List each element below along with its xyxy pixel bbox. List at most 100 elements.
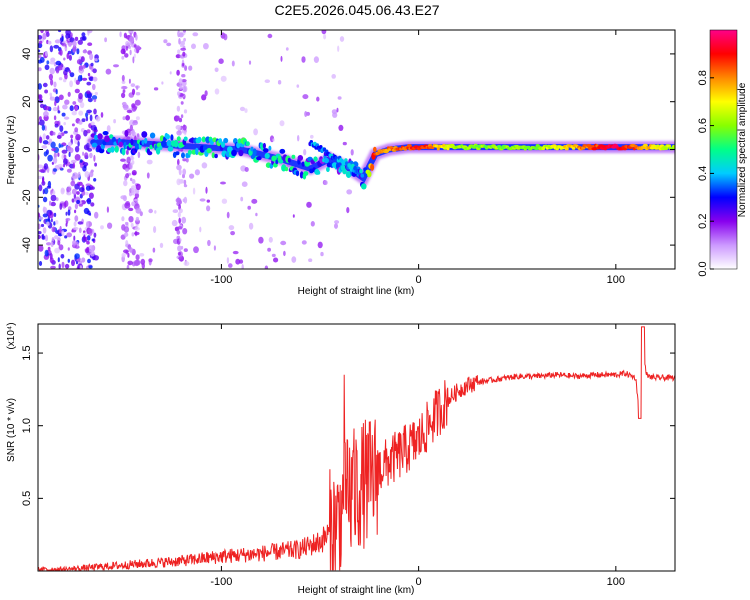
spectrogram-cell [197, 136, 202, 143]
spectrogram-cell [135, 92, 141, 96]
spectrogram-cell [74, 215, 79, 222]
spectrogram-cell [220, 141, 226, 148]
spectrogram-cell [153, 226, 157, 233]
spectrogram-cell [134, 192, 140, 199]
spectrogram-cell [78, 187, 85, 193]
spectrogram-cell [85, 236, 88, 242]
spectrogram-cell [120, 48, 126, 55]
spectrogram-cell [183, 248, 188, 253]
spectrogram-cell [83, 129, 88, 137]
spectrogram-cell [350, 149, 354, 156]
spectrogram-cell [66, 191, 72, 196]
spectrogram-cell [591, 147, 598, 151]
spectrogram-cell [93, 178, 97, 182]
spectrogram-cell [87, 228, 93, 234]
spectrogram-cell [346, 207, 350, 214]
spectrogram-cell [271, 253, 276, 258]
spectrogram-cell [220, 181, 226, 185]
spectrogram-cell [92, 83, 96, 91]
spectrogram-cell [183, 261, 190, 267]
spectrogram-cell [42, 196, 48, 203]
colorbar-tick-label: 0.0 [697, 261, 709, 276]
spectrogram-cell [78, 120, 83, 125]
spectrogram-cell [70, 134, 74, 139]
spectrogram-cell [283, 250, 286, 257]
spectrogram-cell [67, 42, 73, 46]
spectrogram-cell [38, 94, 43, 100]
spectrogram-cell [38, 169, 45, 173]
spectrogram-cell [201, 162, 208, 169]
spectrogram-cell [278, 159, 284, 164]
spectrogram-cell [180, 101, 184, 105]
spectrogram-cell [71, 259, 75, 266]
snr-series-line [38, 326, 675, 571]
spectrogram-cell [85, 185, 91, 191]
spectrogram-cell [267, 247, 271, 252]
spectrogram-panel: -100 0 100 -40 -20 0 20 40 Height of straight … [6, 29, 676, 297]
spectrogram-cell [53, 81, 57, 88]
spectrogram-cell [134, 198, 139, 202]
spectrogram-cell [63, 158, 68, 165]
spectrogram-cell [135, 216, 140, 222]
spectrogram-cell [123, 180, 128, 187]
spectrogram-cell [74, 253, 80, 259]
spectrogram-cell [87, 30, 93, 34]
spectrogram-cell [86, 90, 91, 95]
spectrogram-cell [44, 89, 48, 94]
spectrogram-cell [120, 158, 126, 162]
spectrogram-cell [179, 238, 182, 242]
spectrogram-cell [204, 90, 208, 97]
spectrogram-cell [199, 226, 202, 233]
spectrogram-cell [178, 78, 183, 85]
spectrogram-cell [61, 261, 65, 269]
spectrogram-cell [71, 111, 77, 116]
spectrogram-cell [67, 247, 70, 251]
spectrogram-cell [201, 94, 207, 101]
spectrogram-cell [155, 147, 161, 155]
spectrogram-cell [214, 88, 220, 95]
spectrogram-cell [192, 32, 199, 37]
spectrogram-cell [107, 222, 113, 229]
spectrogram-cell [169, 71, 172, 75]
spectrogram-cell [90, 186, 95, 190]
spectrogram-cell [172, 209, 179, 214]
spectrogram-cell [69, 80, 73, 88]
spectrogram-cell [124, 221, 129, 226]
spectrogram-cell [93, 255, 99, 261]
spectrogram-cell [316, 96, 320, 102]
spectrogram-cell [106, 125, 111, 133]
spectrogram-cell [72, 226, 79, 231]
spectrogram-cell [123, 232, 129, 237]
spectrogram-cell [223, 137, 229, 144]
spectrogram-cell [180, 47, 187, 51]
spectrogram-cell [53, 168, 57, 172]
spectrogram-cell [238, 149, 244, 157]
spectrogram-cell [301, 161, 305, 167]
spectrogram-cell [106, 206, 109, 213]
spectrogram-cell [54, 39, 61, 44]
spectrogram-cell [73, 221, 77, 227]
spectrogram-cell [64, 201, 67, 208]
spectrogram-cell [131, 88, 136, 96]
spectrogram-cell [43, 111, 49, 117]
spectrogram-cell [62, 78, 67, 83]
spectrogram-cell [663, 146, 669, 150]
spectrogram-cell [125, 173, 130, 179]
spectrogram-cell [63, 57, 66, 61]
spectrogram-cell [76, 199, 80, 205]
spectrogram-cell [279, 148, 286, 154]
spectrogram-cell [47, 154, 53, 162]
spectrogram-cell [334, 220, 340, 224]
spectrogram-cell [42, 82, 48, 88]
spectrogram-cell [203, 43, 209, 50]
spectrogram-cell [323, 33, 327, 40]
spectrogram-cell [94, 134, 98, 140]
spectrogram-cell [182, 158, 187, 162]
spectrogram-cell [38, 216, 44, 220]
spectrogram-cell [188, 65, 193, 71]
spectrogram-cell [74, 183, 80, 190]
spectrogram-cell [323, 180, 328, 186]
spectrogram-cell [240, 196, 244, 202]
colorbar-tick-label: 0.2 [697, 214, 709, 229]
spectrogram-cell [70, 180, 76, 187]
